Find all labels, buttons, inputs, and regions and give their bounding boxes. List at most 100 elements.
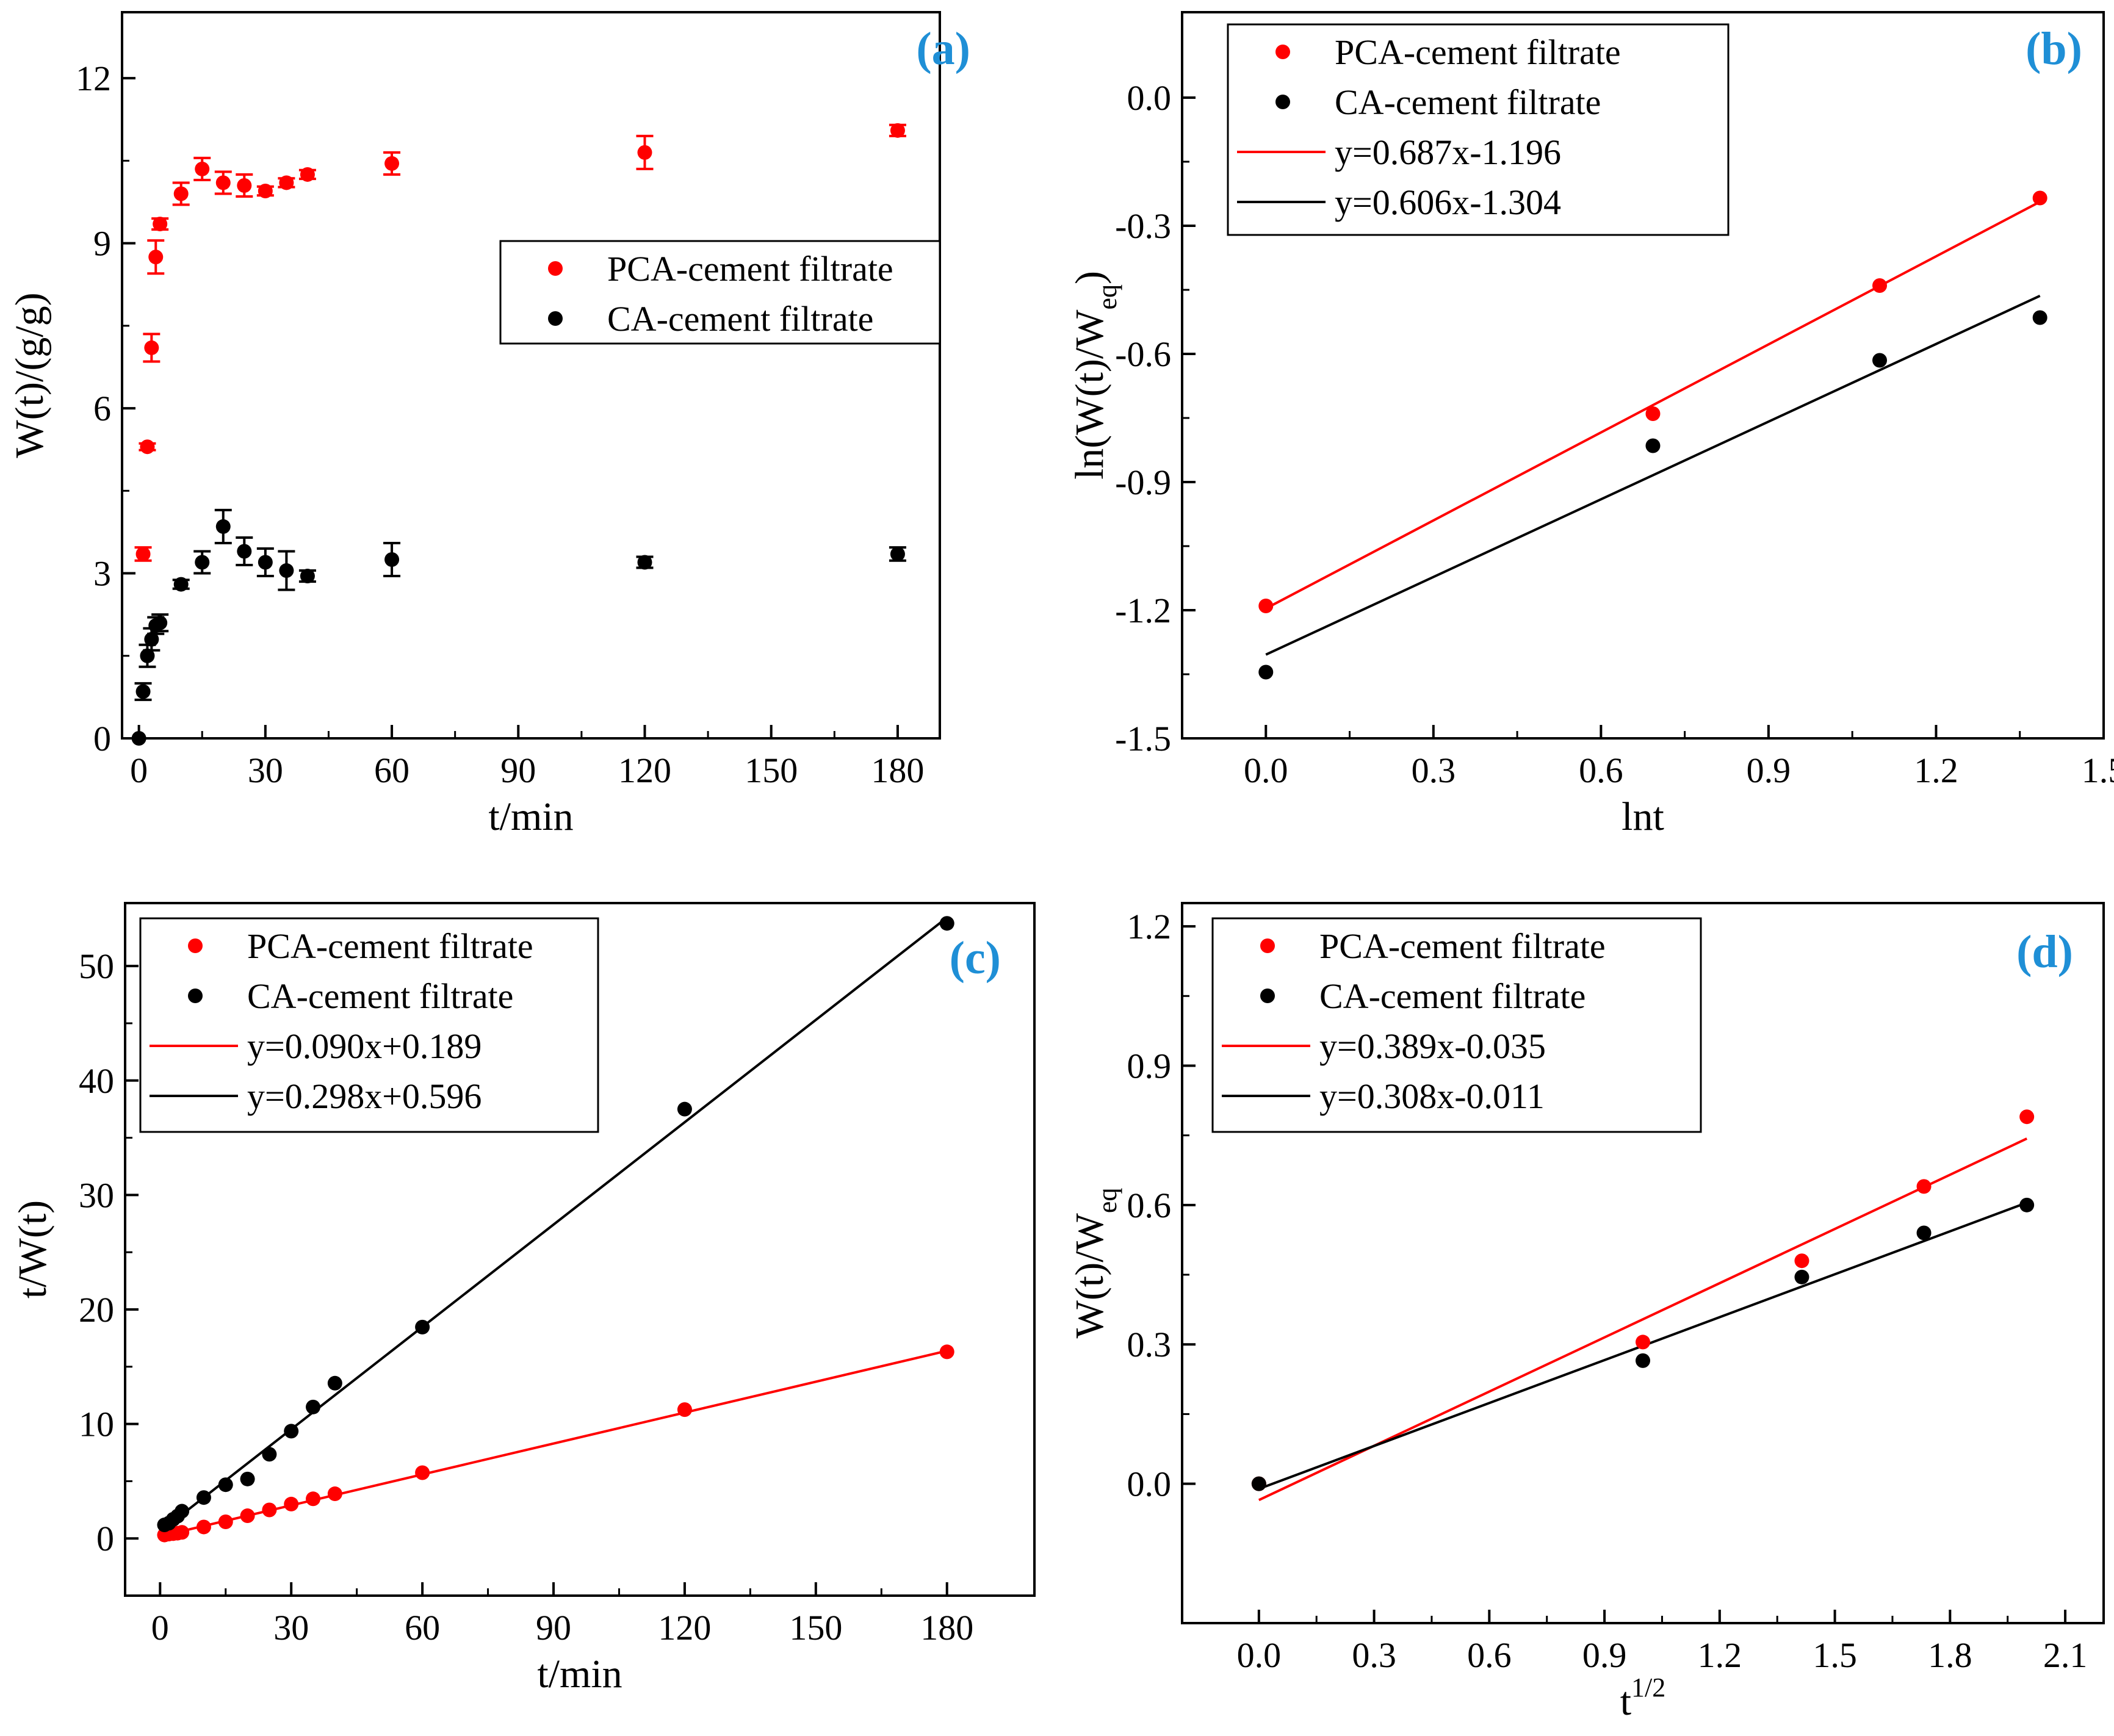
data-point: [306, 1399, 321, 1414]
series-a-0: [134, 123, 906, 562]
x-tick-label-a: 150: [745, 751, 798, 790]
legend-label: PCA-cement filtrate: [1335, 32, 1621, 72]
x-tick-label-a: 90: [500, 751, 536, 790]
legend-label: CA-cement filtrate: [607, 299, 873, 339]
y-tick-label-c: 20: [79, 1290, 114, 1330]
x-tick-label-c: 90: [536, 1608, 571, 1648]
data-point: [1258, 665, 1274, 680]
y-tick-label-c: 0: [96, 1519, 114, 1558]
data-point: [939, 1344, 954, 1360]
x-tick-label-d: 1.8: [1928, 1635, 1972, 1675]
series-b-1: [1258, 310, 2047, 680]
data-point: [939, 916, 954, 931]
x-axis-label-b: lnt: [1622, 794, 1664, 839]
legend-label: CA-cement filtrate: [1319, 976, 1586, 1016]
y-tick-label-b: -0.3: [1115, 206, 1171, 246]
legend-label: y=0.687x-1.196: [1335, 132, 1561, 172]
series-a-1: [131, 508, 906, 746]
fit-line-b-1: [1265, 295, 2041, 656]
legend-label: PCA-cement filtrate: [607, 249, 893, 289]
data-point: [300, 569, 315, 584]
data-point: [153, 217, 168, 232]
data-point: [140, 439, 155, 455]
data-point: [415, 1465, 430, 1480]
fit-line-b-0: [1265, 200, 2041, 610]
data-point: [384, 552, 400, 567]
y-tick-label-b: -1.2: [1115, 591, 1171, 630]
plot-frame-d: [1181, 902, 2105, 1624]
data-point: [1916, 1179, 1932, 1194]
plot-frame-a: [121, 11, 941, 740]
legend-label: PCA-cement filtrate: [1319, 926, 1606, 966]
chart-b: 0.0 0.3 0.6 0.9 1.2 1.5 -1.5 -1.2 -0.9 -0.6 -0.3 0.…: [1067, 11, 2114, 839]
y-axis-label-sub-b: eq: [1092, 284, 1122, 310]
legend-box-a: [499, 240, 941, 345]
legend-label: y=0.298x+0.596: [247, 1076, 482, 1116]
x-axis-label-sup-d: 1/2: [1631, 1673, 1665, 1702]
x-tick-label-a: 60: [374, 751, 409, 790]
y-tick-label-a: 12: [76, 59, 111, 98]
data-point: [215, 519, 231, 534]
data-point: [196, 1519, 211, 1535]
data-point: [148, 250, 164, 265]
data-point: [1916, 1225, 1932, 1241]
y-tick-label-a: 9: [93, 224, 111, 264]
y-tick-label-d: 0.6: [1127, 1186, 1172, 1225]
data-point: [890, 546, 905, 561]
data-point: [131, 731, 146, 746]
series-c-0: [157, 1344, 954, 1543]
legend-label: y=0.090x+0.189: [247, 1026, 482, 1066]
y-axis-label-end-b: ): [1067, 271, 1112, 284]
data-point: [144, 632, 159, 647]
data-point: [1872, 278, 1888, 293]
data-point: [196, 1490, 211, 1505]
legend-label: y=0.389x-0.035: [1319, 1026, 1546, 1066]
x-tick-label-b: 0.3: [1412, 751, 1456, 790]
panel-a: 0 30 60 90 120 150 180 0 3 6 9 12 t/min W(t)/(g/g) PCA…: [0, 0, 1057, 866]
panel-tag-c: (c): [950, 932, 1001, 984]
data-point: [237, 544, 252, 559]
data-point: [173, 186, 189, 201]
x-tick-label-a: 30: [248, 751, 283, 790]
data-point: [153, 615, 168, 630]
data-point: [1872, 353, 1888, 368]
data-point: [1794, 1269, 1809, 1284]
y-tick-label-d: 0.3: [1127, 1325, 1172, 1364]
y-tick-label-c: 50: [79, 946, 114, 986]
legend-marker: [1260, 989, 1275, 1003]
legend-marker: [548, 261, 563, 276]
y-tick-label-c: 10: [79, 1405, 114, 1444]
panel-b: 0.0 0.3 0.6 0.9 1.2 1.5 -1.5 -1.2 -0.9 -0.6 -0.3 0.…: [1057, 0, 2114, 866]
data-point: [262, 1447, 277, 1462]
series-b-0: [1258, 190, 2047, 613]
series-c-1: [157, 916, 954, 1533]
y-tick-label-b: 0.0: [1127, 78, 1172, 118]
x-axis-label-main-d: t: [1620, 1679, 1631, 1724]
plot-frame-b: [1181, 11, 2105, 740]
data-point: [258, 183, 273, 198]
x-tick-label-b: 0.0: [1244, 751, 1288, 790]
data-point: [175, 1525, 190, 1540]
data-point: [135, 546, 151, 561]
x-tick-label-d: 0.3: [1352, 1635, 1396, 1675]
legend-label: y=0.606x-1.304: [1335, 182, 1561, 222]
chart-d: 0.0 0.3 0.6 0.9 1.2 1.5 1.8 2.1 0.0 0.3 0.6 0.9 1.2 t…: [1067, 902, 2105, 1724]
x-tick-label-d: 1.2: [1698, 1635, 1742, 1675]
data-point: [2032, 190, 2047, 206]
data-point: [637, 555, 652, 570]
data-point: [173, 577, 189, 592]
series-d-1: [1251, 1197, 2035, 1491]
series-d-0: [1251, 1109, 2035, 1491]
data-point: [284, 1496, 299, 1511]
fit-line-d-0: [1258, 1137, 2028, 1502]
y-tick-label-b: -0.6: [1115, 334, 1171, 374]
legend-marker: [1275, 45, 1290, 59]
x-tick-label-d: 0.0: [1237, 1635, 1281, 1675]
data-point: [637, 145, 652, 160]
plot-frame-c: [124, 902, 1036, 1597]
legend-marker: [188, 938, 203, 953]
x-tick-label-a: 180: [871, 751, 924, 790]
legend-marker: [188, 989, 203, 1003]
x-tick-label-d: 2.1: [2043, 1635, 2088, 1675]
